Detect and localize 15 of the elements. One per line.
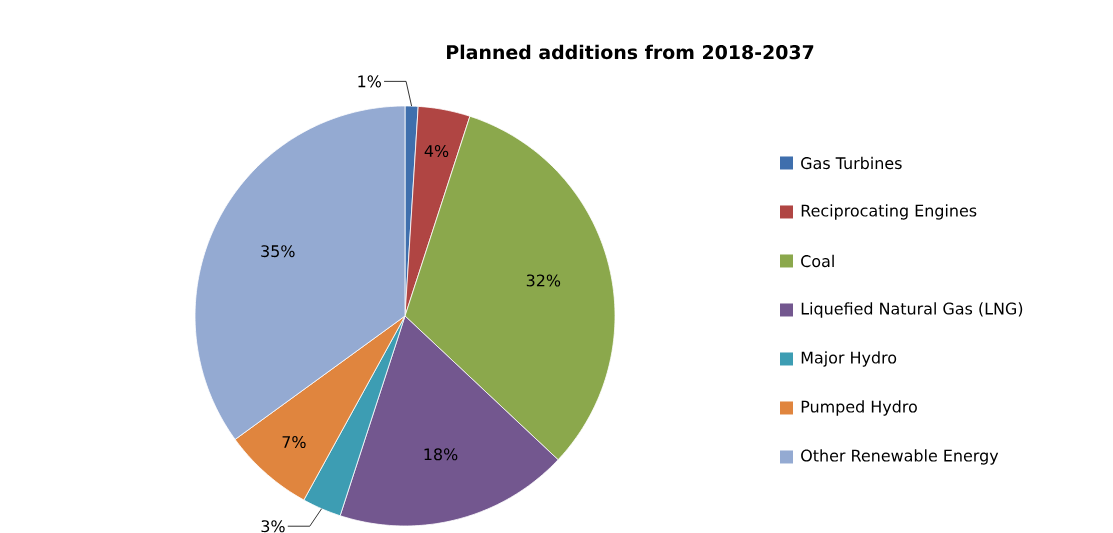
legend-label: Reciprocating Engines bbox=[801, 204, 977, 220]
data-label: 32% bbox=[526, 274, 561, 287]
data-label: 35% bbox=[261, 245, 295, 258]
data-label: 7% bbox=[282, 435, 306, 449]
data-label: 3% bbox=[261, 520, 285, 533]
data-label: 4% bbox=[424, 144, 449, 157]
data-label: 1% bbox=[358, 75, 381, 88]
legend-label: Liquefied Natural Gas (LNG) bbox=[801, 302, 1023, 318]
legend-label: Pumped Hydro bbox=[801, 400, 917, 416]
chart-title: Planned additions from 2018-2037 bbox=[447, 44, 814, 60]
legend-label: Major Hydro bbox=[801, 351, 897, 367]
legend-label: Coal bbox=[801, 254, 834, 268]
legend-label: Gas Turbines bbox=[801, 156, 902, 170]
legend-label: Other Renewable Energy bbox=[801, 449, 999, 465]
data-label: 18% bbox=[424, 448, 458, 461]
